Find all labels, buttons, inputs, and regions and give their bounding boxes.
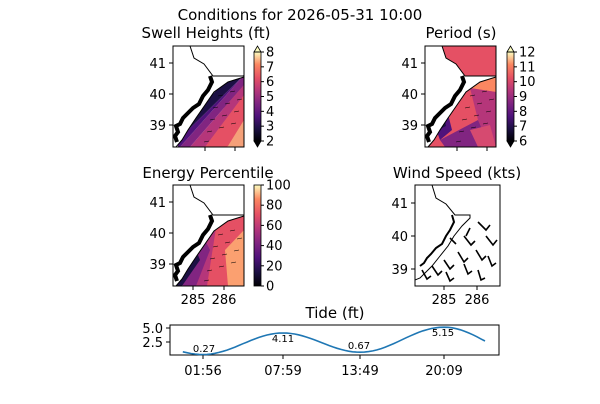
- colorbar-tick-label: 40: [266, 239, 283, 254]
- colorbar-tick-label: 5: [266, 90, 274, 105]
- colorbar-tick-label: 2: [266, 135, 274, 150]
- period-wave-arrows: [455, 90, 495, 143]
- period-panel-title: Period (s): [425, 24, 496, 42]
- energy-panel: Energy Percentile 41 40 39 285: [142, 164, 290, 308]
- wind-y-tick-label: 41: [391, 197, 408, 212]
- wind-x-tick-label: 286: [465, 293, 490, 308]
- wind-x-tick-label: 285: [432, 293, 457, 308]
- tide-panel: Tide (ft) 5.0 2.5 01:56 07:59 13:49 20:0…: [142, 304, 500, 379]
- colorbar-tick-label: 9: [519, 90, 527, 105]
- energy-x-tick-label: 285: [181, 293, 206, 308]
- colorbar-tick-label: 12: [519, 46, 536, 61]
- tide-extremum-label: 0.27: [193, 344, 215, 355]
- tide-extremum-label: 4.11: [272, 334, 294, 345]
- tide-axes-frame: [169, 324, 500, 356]
- swell-field-band: [178, 75, 244, 147]
- energy-panel-title: Energy Percentile: [142, 164, 273, 182]
- colorbar-extend-top: [253, 45, 262, 53]
- colorbar-gradient: [507, 52, 514, 141]
- wind-barbs: [421, 221, 498, 283]
- energy-wave-arrows: [203, 229, 243, 282]
- swell-y-axis: 41 40 39: [149, 57, 236, 151]
- colorbar-tick-label: 6: [519, 135, 527, 150]
- swell-y-tick-label: 40: [149, 88, 166, 103]
- colorbar-gradient: [254, 185, 261, 286]
- period-y-tick-label: 39: [401, 119, 418, 134]
- energy-colorbar: 100 80 60 40 20 0: [253, 179, 291, 295]
- colorbar-tick-label: 7: [266, 60, 274, 75]
- energy-y-tick-label: 39: [149, 258, 166, 273]
- tide-extremum-label: 0.67: [348, 341, 370, 352]
- period-axes-frame: [424, 45, 497, 148]
- period-field-band: [470, 125, 496, 147]
- colorbar-extend-bottom: [253, 140, 262, 148]
- colorbar-tick-label: 11: [519, 60, 536, 75]
- tide-x-tick-label: 07:59: [264, 364, 301, 379]
- swell-axes-frame: [172, 45, 245, 148]
- tide-y-tick-label: 2.5: [142, 336, 163, 351]
- energy-axes-frame: [172, 184, 245, 287]
- colorbar-extend-top: [506, 45, 515, 53]
- swell-field-band: [176, 75, 244, 140]
- colorbar-outline: [253, 184, 262, 287]
- period-land: [425, 46, 496, 147]
- tide-panel-title: Tide (ft): [305, 304, 365, 322]
- period-y-axis: 41 40 39: [401, 57, 488, 151]
- energy-field-band: [225, 230, 244, 286]
- tide-y-tick-label: 5.0: [142, 322, 163, 337]
- tide-x-axis: 01:56 07:59 13:49 20:09: [184, 355, 463, 379]
- energy-y-tick-label: 41: [149, 196, 166, 211]
- wind-coast: [419, 214, 456, 267]
- tide-y-axis: 5.0 2.5: [142, 322, 170, 351]
- swell-land: [173, 46, 244, 147]
- swell-panel: Swell Heights (ft) 41 40 39: [142, 24, 274, 151]
- swell-wave-arrows: [203, 90, 243, 143]
- wind-axes-ticks: 41 40 39 285 286: [391, 197, 489, 308]
- wind-panel: Wind Speed (kts) 41 40 39 285 286: [391, 164, 521, 308]
- colorbar-tick-label: 10: [519, 75, 536, 90]
- wind-panel-title: Wind Speed (kts): [393, 164, 521, 182]
- colorbar-tick-label: 8: [519, 105, 527, 120]
- colorbar-tick-label: 60: [266, 219, 283, 234]
- swell-y-tick-label: 39: [149, 119, 166, 134]
- energy-axes-ticks: 41 40 39 285 286: [149, 196, 236, 308]
- energy-y-tick-label: 40: [149, 227, 166, 242]
- period-coast: [425, 75, 467, 143]
- colorbar-tick-label: 100: [266, 179, 291, 194]
- tide-extremum-label: 5.15: [432, 328, 454, 339]
- tide-x-tick-label: 01:56: [184, 364, 221, 379]
- wind-y-tick-label: 40: [391, 230, 408, 245]
- colorbar-tick-label: 8: [266, 46, 274, 61]
- main-title: Conditions for 2026-05-31 10:00: [178, 6, 423, 24]
- tide-extrema-labels: 0.27 4.11 0.67 5.15: [193, 328, 454, 355]
- energy-x-tick-label: 286: [212, 293, 237, 308]
- swell-coast: [173, 75, 215, 143]
- colorbar-tick-label: 80: [266, 199, 283, 214]
- colorbar-tick-label: 20: [266, 259, 283, 274]
- colorbar-gradient: [254, 52, 261, 141]
- swell-field-band: [226, 120, 244, 147]
- colorbar-tick-label: 3: [266, 120, 274, 135]
- swell-y-tick-label: 41: [149, 57, 166, 72]
- colorbar-tick-label: 4: [266, 105, 274, 120]
- colorbar-tick-label: 0: [266, 280, 274, 295]
- tide-x-tick-label: 13:49: [341, 364, 378, 379]
- wind-y-tick-label: 39: [391, 263, 408, 278]
- energy-land: [173, 185, 244, 286]
- tide-series-line: [182, 326, 486, 356]
- period-y-tick-label: 41: [401, 57, 418, 72]
- colorbar-extend-bottom: [506, 140, 515, 148]
- swell-panel-title: Swell Heights (ft): [142, 24, 271, 42]
- colorbar-tick-label: 6: [266, 75, 274, 90]
- colorbar-tick-label: 7: [519, 120, 527, 135]
- tide-x-tick-label: 20:09: [425, 364, 462, 379]
- period-y-tick-label: 40: [401, 88, 418, 103]
- energy-coast: [173, 214, 215, 282]
